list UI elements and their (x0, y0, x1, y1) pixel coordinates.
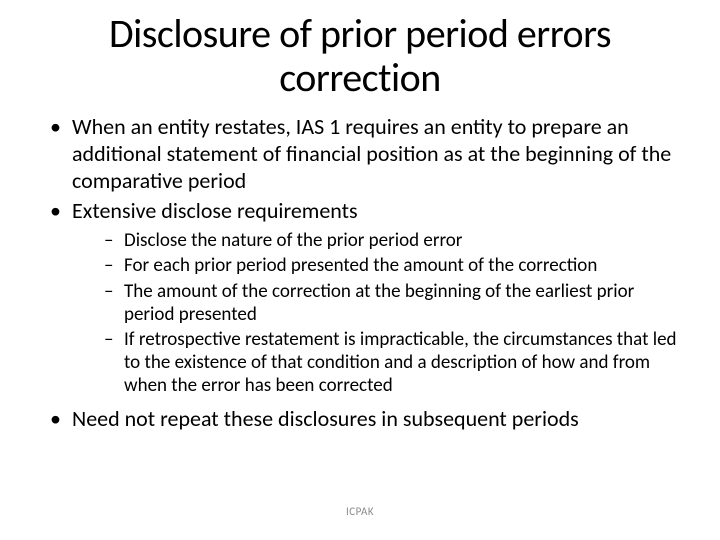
bullet-item: Extensive disclose requirements Disclose… (46, 198, 686, 397)
sub-bullet-list: Disclose the nature of the prior period … (72, 229, 686, 397)
bullet-text: Need not repeat these disclosures in sub… (72, 405, 579, 432)
slide: Disclosure of prior period errors correc… (0, 0, 720, 540)
sub-bullet-text: If retrospective restatement is impracti… (124, 328, 677, 397)
footer-label: ICPAK (0, 505, 720, 518)
bullet-item: When an entity restates, IAS 1 requires … (46, 114, 686, 194)
sub-bullet-text: Disclose the nature of the prior period … (124, 229, 462, 252)
sub-bullet-item: For each prior period presented the amou… (102, 254, 686, 277)
sub-bullet-item: The amount of the correction at the begi… (102, 280, 686, 326)
sub-bullet-text: For each prior period presented the amou… (124, 254, 597, 277)
bullet-text: Extensive disclose requirements (72, 197, 358, 224)
bullet-item: Need not repeat these disclosures in sub… (46, 406, 686, 433)
sub-bullet-item: If retrospective restatement is impracti… (102, 328, 686, 398)
bullet-list: When an entity restates, IAS 1 requires … (34, 114, 686, 432)
sub-bullet-text: The amount of the correction at the begi… (124, 280, 634, 326)
bullet-text: When an entity restates, IAS 1 requires … (72, 113, 671, 194)
slide-title: Disclosure of prior period errors correc… (34, 12, 686, 100)
sub-bullet-item: Disclose the nature of the prior period … (102, 229, 686, 252)
